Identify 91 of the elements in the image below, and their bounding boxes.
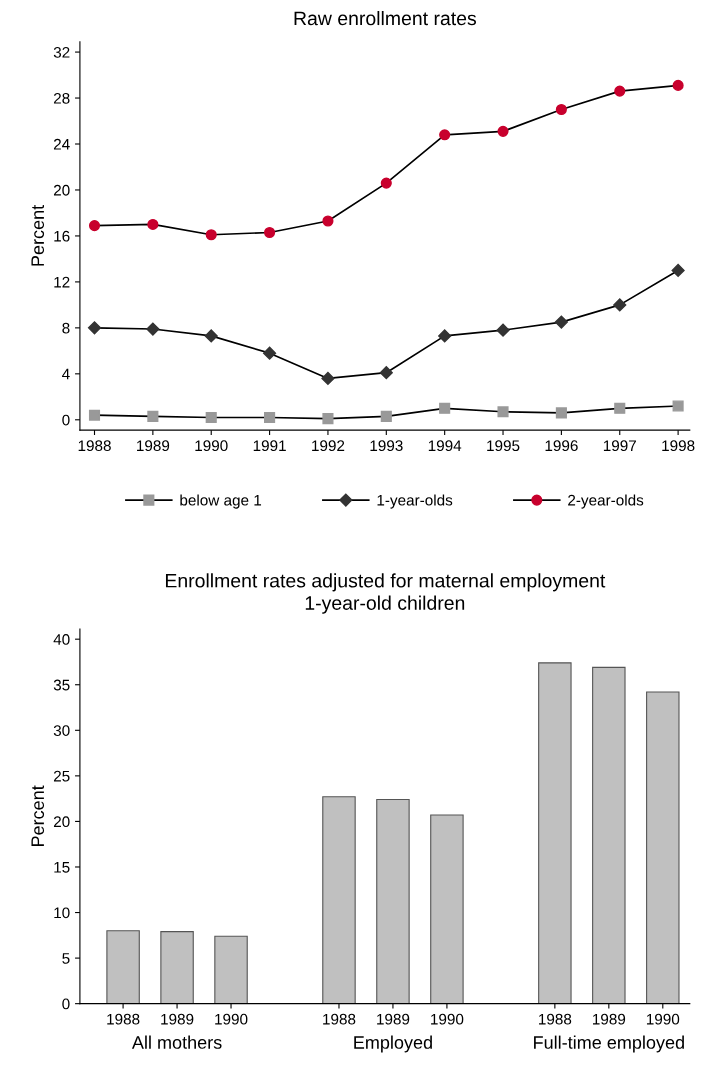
point: [438, 329, 452, 343]
x-tick-label: 1989: [377, 1013, 410, 1025]
y-tick-label: 35: [53, 679, 70, 691]
y-tick-label: 40: [53, 634, 70, 645]
point: [88, 220, 101, 232]
text: Full-time employed: [534, 1035, 684, 1053]
x-tick-label: 1988: [323, 1013, 356, 1025]
point: [439, 129, 451, 141]
point: [322, 215, 334, 227]
point: [205, 411, 217, 424]
point: [322, 413, 334, 425]
y-tick-label: 8: [62, 322, 70, 334]
y-tick-label: 0: [62, 998, 70, 1010]
x-tick-label: 1995: [487, 440, 520, 452]
y-tick-label: 32: [53, 46, 70, 58]
x-tick-label: 1997: [603, 440, 636, 452]
y-tick-label: 15: [54, 862, 70, 873]
x-tick-label: 1998: [662, 440, 695, 452]
bar: [106, 930, 140, 1004]
y-tick-label: 0: [62, 414, 70, 426]
point: [380, 177, 392, 189]
y-axis-title: Percent: [31, 785, 45, 847]
x-tick-label: 1990: [646, 1013, 680, 1025]
x-tick-label: 1989: [137, 440, 170, 452]
point: [497, 125, 509, 137]
x-tick-label: 1990: [215, 1013, 248, 1025]
y-tick-label: 16: [54, 230, 70, 242]
x-tick-label: 1990: [431, 1013, 464, 1025]
x-tick-label: 1991: [253, 440, 286, 452]
text: Employed: [354, 1035, 432, 1053]
bar: [160, 931, 194, 1004]
chart-subtitle: 1-year-old children: [305, 595, 465, 614]
x-tick-label: 1989: [161, 1013, 194, 1025]
point: [147, 218, 159, 230]
point: [264, 226, 276, 239]
x-tick-label: 1990: [195, 440, 228, 452]
point: [555, 103, 567, 116]
point: [380, 410, 392, 422]
point: [672, 400, 684, 412]
y-tick-label: 4: [62, 368, 70, 380]
x-tick-label: 1992: [312, 440, 345, 452]
chart-title: Raw enrollment rates: [294, 10, 477, 26]
point: [614, 85, 626, 97]
chart-title: Enrollment rates adjusted for maternal employment: [165, 573, 606, 592]
bar: [214, 935, 248, 1004]
point: [614, 402, 626, 414]
legend-label: 2-year-olds: [568, 494, 644, 509]
x-tick-label: 1996: [545, 440, 578, 452]
y-tick-label: 20: [53, 816, 70, 828]
y-tick-label: 24: [53, 138, 70, 150]
point: [204, 329, 218, 343]
point: [672, 79, 684, 91]
bar: [322, 796, 356, 1004]
x-tick-label: 1988: [539, 1013, 572, 1025]
point: [88, 409, 101, 421]
y-tick-label: 25: [53, 770, 70, 782]
point: [555, 407, 567, 419]
point: [439, 402, 451, 414]
y-tick-label: 12: [54, 276, 70, 288]
point: [146, 322, 160, 336]
point: [87, 321, 102, 335]
point: [613, 298, 627, 312]
y-tick-label: 20: [53, 184, 70, 196]
point: [496, 323, 510, 337]
point: [671, 263, 685, 277]
bar: [430, 814, 464, 1004]
y-axis-title: Percent: [31, 204, 45, 266]
bar: [592, 666, 626, 1004]
point: [264, 411, 276, 424]
y-tick-label: 5: [62, 953, 70, 964]
point: [147, 410, 159, 422]
x-tick-label: 1994: [428, 440, 462, 452]
text: All mothers: [131, 1035, 222, 1049]
y-tick-label: 28: [53, 92, 70, 104]
legend-label: 1-year-olds: [377, 494, 453, 509]
bar: [376, 798, 410, 1004]
legend-label: below age 1: [180, 494, 262, 509]
point: [205, 229, 217, 241]
point: [379, 366, 393, 380]
point: [262, 346, 277, 360]
point: [497, 406, 509, 418]
y-tick-label: 30: [53, 725, 70, 736]
x-tick-label: 1989: [593, 1013, 626, 1025]
bar: [646, 691, 680, 1004]
point: [321, 371, 335, 386]
point: [554, 315, 568, 329]
y-tick-label: 10: [54, 907, 70, 919]
x-tick-label: 1988: [78, 440, 111, 452]
bar: [538, 662, 572, 1004]
x-tick-label: 1993: [370, 440, 403, 452]
x-tick-label: 1988: [107, 1013, 140, 1025]
